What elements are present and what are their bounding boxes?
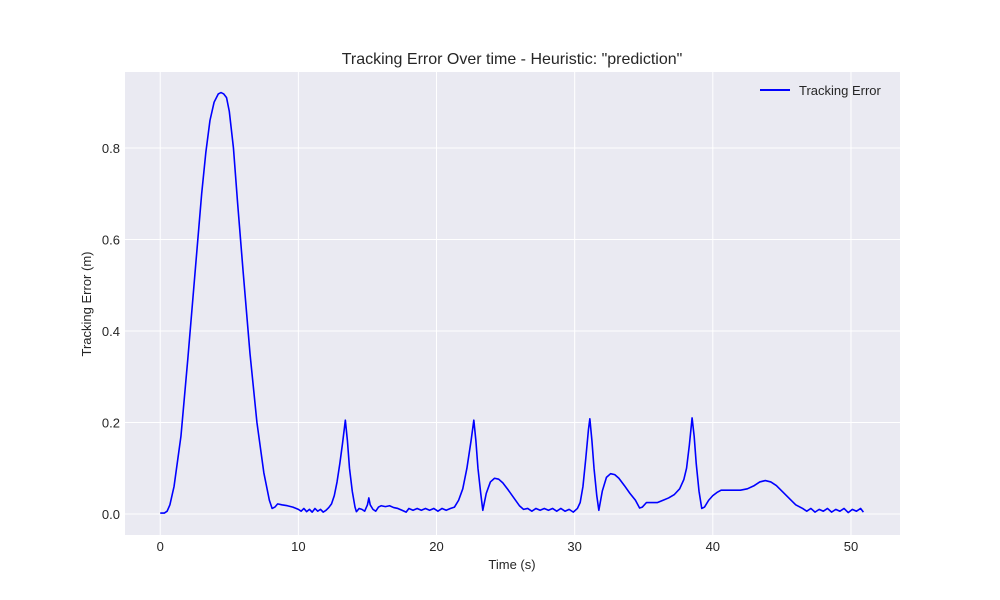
x-tick-label: 50 — [844, 539, 858, 554]
series-line-tracking-error — [160, 91, 865, 514]
y-axis-label: Tracking Error (m) — [79, 252, 94, 357]
x-tick-label: 20 — [429, 539, 443, 554]
legend: Tracking Error — [760, 83, 882, 98]
x-tick-label: 40 — [706, 539, 720, 554]
x-tick-label: 10 — [291, 539, 305, 554]
y-tick-label: 0.0 — [102, 507, 120, 522]
y-tick-label: 0.4 — [102, 324, 120, 339]
x-axis-label: Time (s) — [488, 557, 535, 572]
y-tick-label: 0.6 — [102, 232, 120, 247]
y-tick-label: 0.8 — [102, 141, 120, 156]
grid — [125, 72, 900, 535]
series-layer — [160, 91, 865, 514]
legend-label: Tracking Error — [799, 83, 882, 98]
ticks: 0 10 20 30 40 50 0.0 0.2 0.4 0.6 0.8 — [102, 141, 858, 554]
x-tick-label: 30 — [567, 539, 581, 554]
x-tick-label: 0 — [157, 539, 164, 554]
y-tick-label: 0.2 — [102, 415, 120, 430]
chart-title: Tracking Error Over time - Heuristic: "p… — [342, 51, 683, 68]
plot-background — [125, 72, 900, 535]
